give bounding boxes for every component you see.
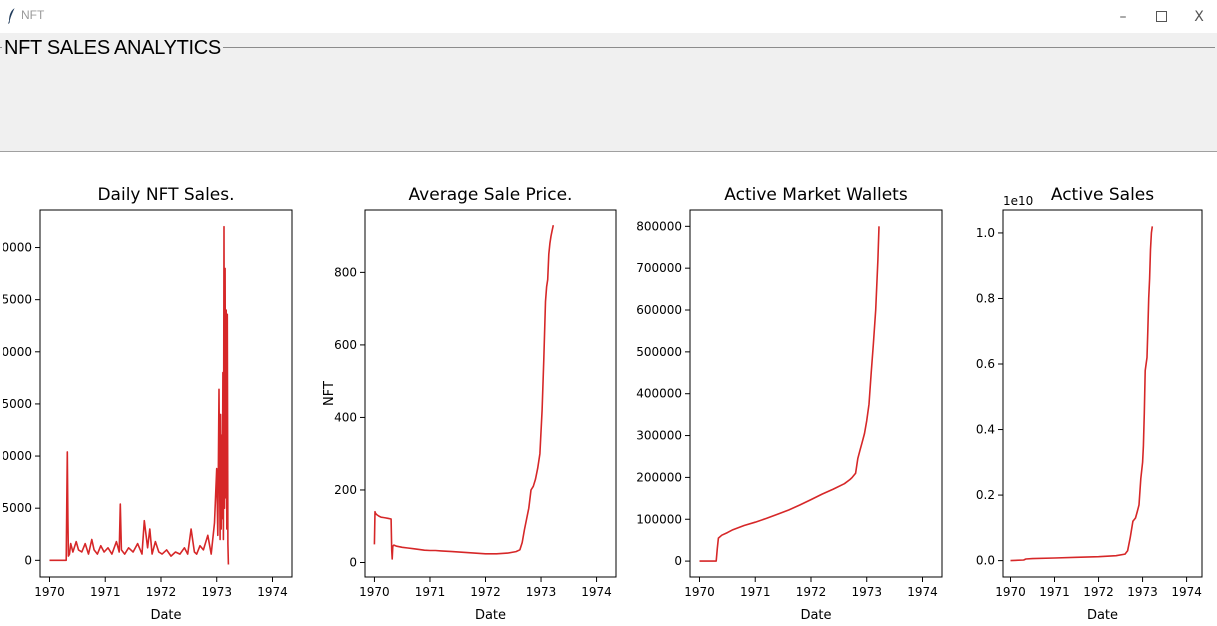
x-tick-label: 1970 xyxy=(995,585,1026,599)
y-axis-label-2: NFT xyxy=(322,381,337,406)
x-tick-label: 1971 xyxy=(415,585,446,599)
x-tick-label: 1972 xyxy=(470,585,501,599)
y-tick-label: 0 xyxy=(24,553,32,567)
x-tick-label: 1974 xyxy=(1171,585,1202,599)
plot-area-3 xyxy=(689,209,943,578)
x-axis-label-2: Date xyxy=(475,608,506,623)
chart-title-4: Active Sales xyxy=(1051,185,1154,205)
y-tick-label: 200000 xyxy=(636,470,682,484)
x-tick-label: 1971 xyxy=(1039,585,1070,599)
y-tick-label: 300000 xyxy=(636,429,682,443)
y-tick-label: 0.4 xyxy=(976,423,995,437)
y-tick-label: 600000 xyxy=(636,303,682,317)
maximize-button[interactable] xyxy=(1142,0,1180,33)
chart-title-2: Average Sale Price. xyxy=(409,185,573,205)
x-tick-label: 1971 xyxy=(90,585,121,599)
y-tick-label: 800000 xyxy=(636,219,682,233)
y-tick-label: 800 xyxy=(334,265,357,279)
y-tick-label: 25000 xyxy=(0,501,32,515)
plot-area-4 xyxy=(1002,209,1203,578)
y-tick-label: 150000 xyxy=(0,241,32,255)
y-tick-label: 200 xyxy=(334,483,357,497)
y-tick-label: 125000 xyxy=(0,293,32,307)
x-tick-label: 1973 xyxy=(201,585,232,599)
x-tick-label: 1970 xyxy=(359,585,390,599)
minimize-button[interactable]: – xyxy=(1119,8,1127,25)
x-tick-label: 1972 xyxy=(796,585,827,599)
y-tick-label: 1.0 xyxy=(976,226,995,240)
x-tick-label: 1974 xyxy=(907,585,938,599)
series-line-1 xyxy=(49,225,230,565)
series-line-3 xyxy=(699,226,880,562)
frame-border xyxy=(0,47,1215,48)
charts-canvas: Daily NFT Sales. 1970 1971 1972 1973 1974 0 250… xyxy=(0,152,1203,626)
x-tick-label: 1972 xyxy=(146,585,177,599)
maximize-icon xyxy=(1155,11,1167,22)
x-tick-label: 1972 xyxy=(1083,585,1114,599)
y-tick-label: 0 xyxy=(349,555,357,569)
analytics-frame: NFT SALES ANALYTICS xyxy=(0,33,1217,152)
y-tick-label: 500000 xyxy=(636,345,682,359)
y-tick-label: 50000 xyxy=(0,449,32,463)
series-line-4 xyxy=(1010,226,1154,562)
x-axis-label-1: Date xyxy=(150,608,181,623)
y-tick-label: 0.8 xyxy=(976,291,995,305)
x-tick-label: 1974 xyxy=(257,585,288,599)
y-tick-label: 100000 xyxy=(0,345,32,359)
y-tick-label: 0.2 xyxy=(976,488,995,502)
chart-title-3: Active Market Wallets xyxy=(724,185,908,205)
y-tick-label: 0.0 xyxy=(976,554,995,568)
window-title: NFT xyxy=(21,8,45,22)
y-tick-label: 0 xyxy=(674,554,682,568)
x-axis-label-4: Date xyxy=(1087,608,1118,623)
y-tick-label: 75000 xyxy=(0,397,32,411)
x-tick-label: 1970 xyxy=(684,585,715,599)
chart-title-1: Daily NFT Sales. xyxy=(97,185,234,205)
close-button[interactable]: X xyxy=(1194,8,1204,25)
y-tick-label: 100000 xyxy=(636,512,682,526)
window-titlebar[interactable]: NFT – X xyxy=(0,0,1217,33)
feather-icon xyxy=(8,7,16,24)
frame-label: NFT SALES ANALYTICS xyxy=(2,37,223,59)
offset-text-4: 1e10 xyxy=(1003,194,1033,208)
plot-area-1 xyxy=(39,209,293,578)
x-tick-label: 1974 xyxy=(581,585,612,599)
plot-area-2 xyxy=(364,209,617,578)
y-tick-label: 700000 xyxy=(636,261,682,275)
x-tick-label: 1970 xyxy=(34,585,65,599)
series-line-2 xyxy=(373,225,555,560)
y-tick-label: 400000 xyxy=(636,387,682,401)
y-tick-label: 0.6 xyxy=(976,357,995,371)
x-tick-label: 1973 xyxy=(1127,585,1158,599)
x-tick-label: 1971 xyxy=(740,585,771,599)
x-axis-label-3: Date xyxy=(800,608,831,623)
x-tick-label: 1973 xyxy=(851,585,882,599)
y-tick-label: 600 xyxy=(334,338,357,352)
y-tick-label: 400 xyxy=(334,410,357,424)
x-tick-label: 1973 xyxy=(526,585,557,599)
canvas-left-edge xyxy=(0,152,3,626)
